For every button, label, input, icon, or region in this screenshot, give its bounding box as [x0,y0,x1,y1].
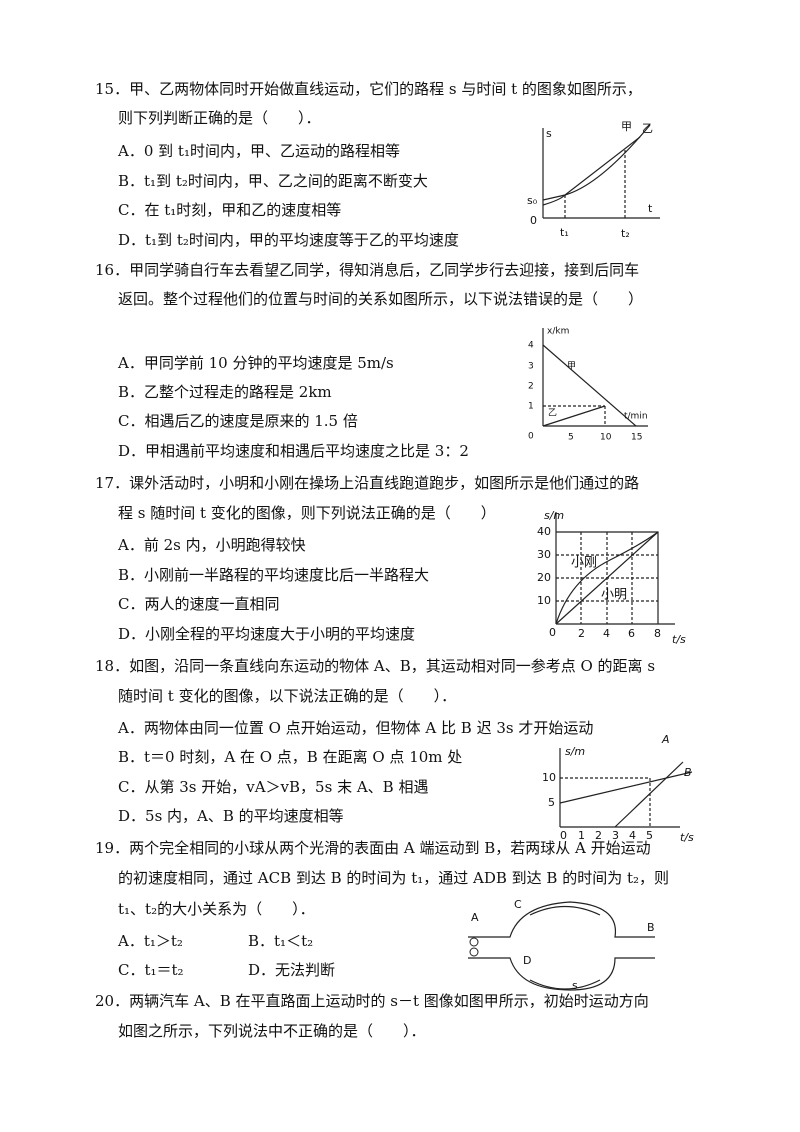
label: t₁ [560,226,569,239]
figure-16: x/km 4 3 2 1 0 5 10 15 t/min 甲 乙 [528,327,648,443]
tick: 0 [560,829,567,842]
label: 甲 [621,120,632,133]
question-stem-continued: t₁、t₂的大小关系为（ ）． [118,900,315,918]
option: D．t₁到 t₂时间内，甲的平均速度等于乙的平均速度 [118,231,459,249]
option: A．前 2s 内，小明跑得较快 [117,536,306,554]
label: 乙 [548,408,557,419]
tick: 30 [537,548,551,561]
question-stem-continued: 如图之所示，下列说法中不正确的是（ ）． [118,1022,426,1040]
tick: 6 [628,627,635,640]
label: 甲 [567,361,576,372]
question-stem: 17．课外活动时，小明和小刚在操场上沿直线跑道跑步，如图所示是他们通过的路 [95,474,639,492]
tick: 20 [537,571,551,584]
label: C [514,898,522,911]
tick: 1 [528,402,534,412]
tick: 2 [595,829,602,842]
option: A．甲同学前 10 分钟的平均速度是 5m/s [117,354,394,372]
tick: 3 [528,362,534,372]
label: t/min [624,412,648,422]
label: s [572,979,578,992]
label: 小明 [601,588,627,603]
tick: 4 [528,341,534,351]
option: C．t₁＝t₂ [118,961,184,979]
tick: 10 [537,594,551,607]
question-stem-continued: 返回。整个过程他们的位置与时间的关系如图所示，以下说法错误的是（ ） [118,290,643,308]
option: C．相遇后乙的速度是原来的 1.5 倍 [118,412,358,430]
label: B [684,766,692,779]
tick: 4 [603,627,610,640]
tick: 8 [654,627,661,640]
label: B [647,921,655,934]
option: D．5s 内，A、B 的平均速度相等 [118,807,344,825]
tick: 1 [578,829,585,842]
tick: 10 [600,433,612,443]
label: A [471,911,479,924]
tick: 40 [537,525,551,538]
label: 0 [530,214,537,227]
question-stem: 19．两个完全相同的小球从两个光滑的表面由 A 端运动到 B，若两球从 A 开始… [95,839,651,857]
option: A．t₁＞t₂ [117,932,183,950]
tick: 2 [528,382,534,392]
option: B．小刚前一半路程的平均速度比后一半路程大 [118,566,429,584]
question-stem-continued: 则下列判断正确的是（ ）． [118,109,321,127]
question-stem-continued: 的初速度相同，通过 ACB 到达 B 的时间为 t₁，通过 ADB 到达 B 的… [118,869,669,887]
label: s₀ [527,194,538,207]
option: C．从第 3s 开始，vA＞vB，5s 末 A、B 相遇 [118,778,428,796]
tick: 5 [646,829,653,842]
question-stem: 15．甲、乙两物体同时开始做直线运动，它们的路程 s 与时间 t 的图象如图所示… [95,80,642,98]
label: s/m [565,745,585,758]
tick: 2 [578,627,585,640]
option: D．甲相遇前平均速度和相遇后平均速度之比是 3：2 [118,442,469,460]
option: A．0 到 t₁时间内，甲、乙运动的路程相等 [117,142,400,160]
figure-19: A B C D s [468,898,655,992]
option: D．小刚全程的平均速度大于小明的平均速度 [118,625,415,643]
tick: 10 [542,771,556,784]
label: x/km [547,327,569,337]
label: s/m [544,509,564,522]
label: s [546,127,552,140]
figure-17: s/m 40 30 20 10 0 2 4 6 8 t/s 小刚 小明 [537,509,686,646]
label: 小刚 [571,556,597,571]
question-stem-continued: 程 s 随时间 t 变化的图像，则下列说法正确的是（ ） [118,504,496,522]
option: A．两物体由同一位置 O 点开始运动，但物体 A 比 B 迟 3s 才开始运动 [117,719,593,737]
tick: 5 [548,796,555,809]
tick: 15 [631,433,642,443]
figure-15: s 甲 乙 s₀ 0 t t₁ t₂ [527,120,660,240]
question-stem-continued: 随时间 t 变化的图像，以下说法正确的是（ ）． [118,687,456,705]
question-stem: 20．两辆汽车 A、B 在平直路面上运动时的 s－t 图像如图甲所示，初始时运动… [95,992,649,1010]
option: B．t₁＜t₂ [248,932,313,950]
option: D．无法判断 [248,961,335,979]
tick: 4 [629,829,636,842]
label: t/s [672,633,686,646]
option: C．两人的速度一直相同 [118,595,279,613]
option: C．在 t₁时刻，甲和乙的速度相等 [118,201,341,219]
tick: 0 [528,432,534,442]
option: B．t＝0 时刻，A 在 O 点，B 在距离 O 点 10m 处 [118,748,462,766]
tick: 3 [612,829,619,842]
label: 乙 [642,122,653,135]
label: A [661,733,670,746]
label: D [523,954,531,967]
label: t₂ [621,227,630,240]
question-stem: 18．如图，沿同一条直线向东运动的物体 A、B，其运动相对同一参考点 O 的距离… [95,657,655,675]
question-stem: 16．甲同学骑自行车去看望乙同学，得知消息后，乙同学步行去迎接，接到后同车 [95,261,639,279]
tick: 0 [549,626,556,639]
option: B．乙整个过程走的路程是 2km [118,383,332,401]
tick: 5 [568,433,574,443]
label: t [648,202,653,215]
option: B．t₁到 t₂时间内，甲、乙之间的距离不断变大 [118,172,428,190]
label: t/s [680,831,694,844]
figure-18: s/m 10 5 0 1 2 3 4 5 t/s A B [542,733,694,844]
